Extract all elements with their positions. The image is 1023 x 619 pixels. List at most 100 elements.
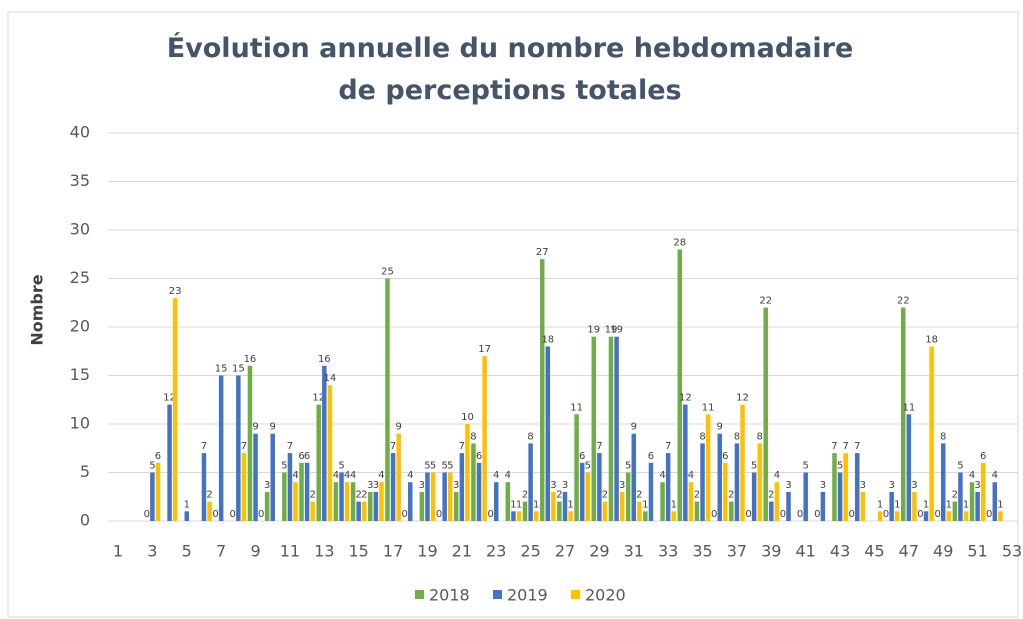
data-label: 5 xyxy=(585,461,591,472)
legend-swatch xyxy=(571,590,580,599)
bar xyxy=(734,443,740,521)
legend-label: 2018 xyxy=(429,586,470,605)
data-label: 0 xyxy=(848,509,854,520)
data-label: 1 xyxy=(894,499,900,510)
y-tick-label: 20 xyxy=(70,317,90,336)
bar xyxy=(511,511,516,521)
bar xyxy=(247,365,253,521)
data-label: 0 xyxy=(711,509,717,520)
data-label: 2 xyxy=(310,490,316,501)
data-label: 1 xyxy=(963,499,969,510)
data-label: 18 xyxy=(925,334,938,345)
chart-title: Évolution annuelle du nombre hebdomadair… xyxy=(166,33,854,106)
data-label: 12 xyxy=(736,393,749,404)
data-label: 5 xyxy=(149,461,155,472)
bar xyxy=(476,462,482,521)
bar xyxy=(172,297,178,521)
bar xyxy=(218,375,224,521)
x-tick-label: 45 xyxy=(864,542,884,561)
data-label: 3 xyxy=(453,480,459,491)
bar xyxy=(729,501,734,521)
bar xyxy=(579,462,585,521)
bar xyxy=(425,472,430,521)
data-label: 9 xyxy=(631,422,637,433)
bar xyxy=(660,482,665,521)
bar xyxy=(350,482,356,521)
bar xyxy=(705,414,711,521)
data-label: 12 xyxy=(679,393,692,404)
data-label: 3 xyxy=(419,480,425,491)
bar xyxy=(614,336,619,521)
data-label: 4 xyxy=(659,470,665,481)
data-label: 15 xyxy=(215,364,228,375)
bar xyxy=(562,491,568,521)
data-label: 22 xyxy=(897,296,910,307)
bar xyxy=(597,453,602,521)
data-label: 4 xyxy=(505,470,511,481)
bar xyxy=(648,462,654,521)
bar xyxy=(287,453,293,521)
y-tick-label: 15 xyxy=(70,365,90,384)
bar xyxy=(430,472,436,521)
data-label: 19 xyxy=(587,325,600,336)
bar xyxy=(591,336,597,521)
bar xyxy=(557,501,562,521)
x-tick-label: 51 xyxy=(967,542,987,561)
data-label: 4 xyxy=(992,470,998,481)
data-label: 2 xyxy=(952,490,958,501)
bar xyxy=(608,336,614,521)
bar xyxy=(631,433,637,521)
x-tick-label: 31 xyxy=(624,542,644,561)
y-tick-label: 10 xyxy=(70,414,90,433)
x-tick-label: 25 xyxy=(520,542,540,561)
data-label: 2 xyxy=(556,490,562,501)
bar xyxy=(786,491,791,521)
bar xyxy=(465,424,470,521)
x-tick-label: 21 xyxy=(452,542,472,561)
y-axis-label: Nombre xyxy=(28,274,47,345)
bar xyxy=(551,491,556,521)
data-label: 0 xyxy=(917,509,923,520)
bar xyxy=(929,346,934,521)
data-label: 0 xyxy=(258,509,264,520)
bar xyxy=(448,472,453,521)
bar xyxy=(316,404,321,521)
data-label: 5 xyxy=(447,461,453,472)
data-label: 1 xyxy=(533,499,539,510)
bar xyxy=(963,511,969,521)
data-label: 4 xyxy=(333,470,339,481)
bar xyxy=(368,491,373,521)
data-label: 2 xyxy=(522,490,528,501)
data-label: 5 xyxy=(430,461,436,472)
data-label: 0 xyxy=(401,509,407,520)
bar xyxy=(585,472,591,521)
x-tick-label: 11 xyxy=(280,542,300,561)
data-label: 11 xyxy=(702,402,715,413)
bar xyxy=(362,501,367,521)
data-label: 0 xyxy=(212,509,218,520)
bar xyxy=(820,491,826,521)
bar xyxy=(545,346,551,521)
data-label: 1 xyxy=(567,499,573,510)
data-label: 0 xyxy=(934,509,940,520)
bar xyxy=(459,453,465,521)
data-label: 8 xyxy=(699,431,705,442)
data-label: 2 xyxy=(636,490,642,501)
data-label: 7 xyxy=(201,441,207,452)
x-tick-label: 19 xyxy=(417,542,437,561)
bar xyxy=(952,501,958,521)
bar xyxy=(832,453,837,521)
data-label: 3 xyxy=(820,480,826,491)
bar xyxy=(969,482,975,521)
data-label: 3 xyxy=(619,480,625,491)
data-label: 12 xyxy=(312,393,325,404)
data-label: 18 xyxy=(541,334,554,345)
bar xyxy=(688,482,694,521)
x-tick-label: 9 xyxy=(250,542,260,561)
bar xyxy=(568,511,573,521)
data-label: 9 xyxy=(270,422,276,433)
bar xyxy=(207,501,212,521)
bar xyxy=(723,462,728,521)
data-label: 7 xyxy=(842,441,848,452)
data-label: 2 xyxy=(206,490,212,501)
